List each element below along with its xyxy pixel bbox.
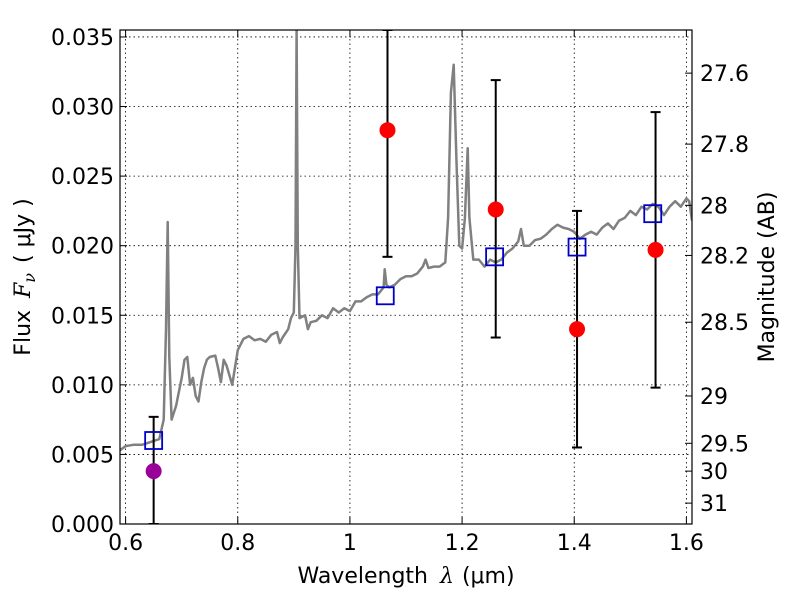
model-photometry-square [485,247,505,267]
observed-flux-circle [647,241,664,258]
observed-flux-circle [379,122,396,139]
y-tick-label: 0.035 [51,26,114,51]
y-tick-label: 0.000 [51,513,114,538]
y2-tick-label: 27.6 [700,62,749,87]
y-tick-label: 0.025 [51,165,114,190]
x-tick-label: 1.6 [669,531,704,556]
y-axis-label: FluxFν( μJy ) [11,198,39,355]
x-axis-label: Wavelength λ (μm) [297,564,514,589]
y2-axis-label: Magnitude (AB) [755,192,780,363]
model-spectrum-line [120,30,692,452]
y2-tick-label: 28.5 [700,311,749,336]
y2-tick-label: 28 [700,194,728,219]
model-photometry-square [643,204,663,224]
observed-flux-circle [569,321,586,338]
x-tick-label: 1 [343,531,357,556]
y2-tick-label: 29 [700,385,728,410]
y-tick-label: 0.015 [51,304,114,329]
model-photometry-square [144,431,164,450]
axes-frame [119,29,693,525]
observed-flux-circle [487,201,504,218]
y2-tick-label: 31 [700,492,728,517]
y-tick-label: 0.020 [51,235,114,260]
y-tick-label: 0.010 [51,374,114,399]
x-tick-label: 1.4 [557,531,592,556]
limit-point-circle [145,463,162,480]
y2-tick-label: 27.8 [700,133,749,158]
model-photometry-square [567,237,587,257]
y-tick-label: 0.005 [51,443,114,468]
x-tick-label: 0.6 [108,531,143,556]
model-photometry-square [375,286,395,306]
y2-tick-label: 30 [700,460,728,485]
x-tick-label: 0.8 [220,531,255,556]
axis-ticks: 0.6 0.8 1 1.2 1.4 1.6 0.000 0.005 0.010 0.015 0.02… [51,26,749,556]
y2-tick-label: 28.2 [700,244,749,269]
y2-tick-label: 29.5 [700,432,749,457]
x-tick-label: 1.2 [445,531,480,556]
plot-area [120,30,692,524]
y-tick-label: 0.030 [51,96,114,121]
